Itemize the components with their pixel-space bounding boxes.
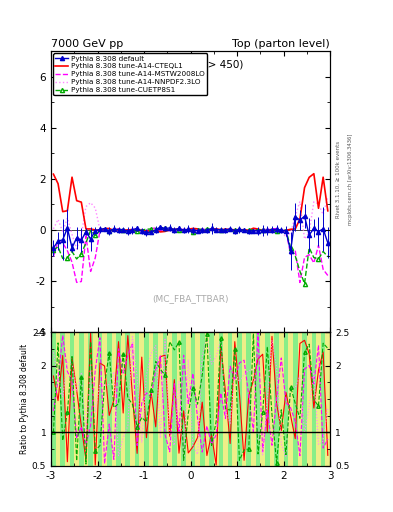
Text: 7000 GeV pp: 7000 GeV pp [51, 38, 123, 49]
Text: Rivet 3.1.10, ≥ 100k events: Rivet 3.1.10, ≥ 100k events [336, 141, 341, 218]
Legend: Pythia 8.308 default, Pythia 8.308 tune-A14-CTEQL1, Pythia 8.308 tune-A14-MSTW20: Pythia 8.308 default, Pythia 8.308 tune-… [53, 53, 207, 95]
Text: y (ttbar) (Mtt > 450): y (ttbar) (Mtt > 450) [138, 59, 244, 70]
Y-axis label: Ratio to Pythia 8.308 default: Ratio to Pythia 8.308 default [20, 344, 29, 454]
Text: mcplots.cern.ch [arXiv:1306.3436]: mcplots.cern.ch [arXiv:1306.3436] [348, 134, 353, 225]
Text: (MC_FBA_TTBAR): (MC_FBA_TTBAR) [152, 294, 229, 303]
Text: Top (parton level): Top (parton level) [232, 38, 330, 49]
